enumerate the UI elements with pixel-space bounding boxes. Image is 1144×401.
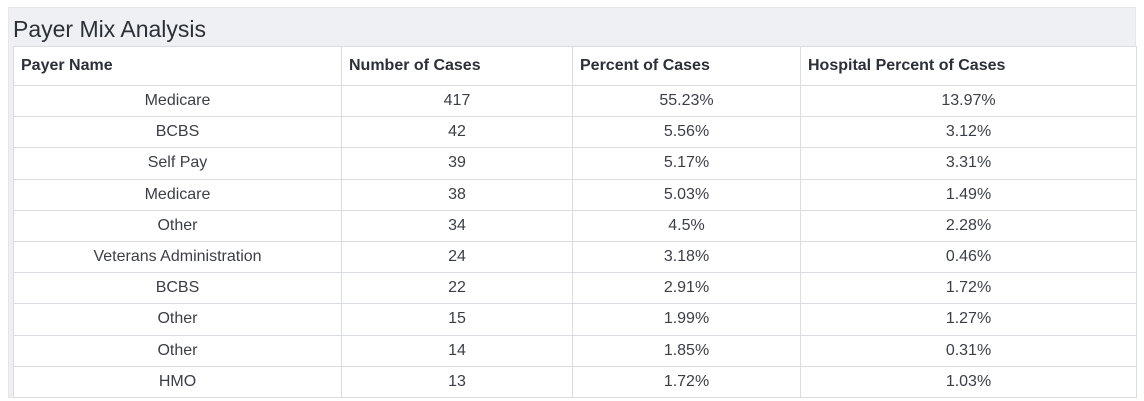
hospital-percent-cell: 13.97% [800,84,1137,118]
hospital-percent-cell: 3.31% [800,147,1137,180]
column-header-hospital-percent-of-cases[interactable]: Hospital Percent of Cases [800,46,1137,86]
number-of-cases-cell: 24 [341,240,573,274]
payer-name-cell: HMO [13,365,342,398]
percent-of-cases-cell: 5.03% [572,178,801,211]
number-of-cases-cell: 14 [341,334,573,367]
table-row: Medicare 38 5.03% 1.49% [13,178,1137,211]
hospital-percent-cell: 1.03% [800,365,1137,398]
percent-of-cases-cell: 2.91% [572,272,801,305]
percent-of-cases-cell: 3.18% [572,240,801,274]
panel-title: Payer Mix Analysis [13,16,207,42]
hospital-percent-cell: 1.27% [800,303,1137,336]
percent-of-cases-cell: 1.99% [572,303,801,336]
table-row: Medicare 417 55.23% 13.97% [13,84,1137,118]
hospital-percent-cell: 0.46% [800,240,1137,274]
number-of-cases-cell: 22 [341,272,573,305]
table-row: Self Pay 39 5.17% 3.31% [13,147,1137,180]
payer-name-cell: Self Pay [13,147,342,180]
table-row: Veterans Administration 24 3.18% 0.46% [13,240,1137,274]
hospital-percent-cell: 3.12% [800,116,1137,149]
percent-of-cases-cell: 5.17% [572,147,801,180]
payer-name-cell: Veterans Administration [13,240,342,274]
number-of-cases-cell: 417 [341,84,573,118]
table-row: Other 14 1.85% 0.31% [13,334,1137,367]
table-row: Other 15 1.99% 1.27% [13,303,1137,336]
number-of-cases-cell: 39 [341,147,573,180]
table-row: BCBS 42 5.56% 3.12% [13,116,1137,149]
hospital-percent-cell: 1.49% [800,178,1137,211]
number-of-cases-cell: 34 [341,209,573,242]
payer-name-cell: BCBS [13,116,342,149]
payer-name-cell: Other [13,209,342,242]
percent-of-cases-cell: 1.85% [572,334,801,367]
payer-name-cell: Medicare [13,178,342,211]
payer-name-cell: Other [13,334,342,367]
number-of-cases-cell: 13 [341,365,573,398]
payer-name-cell: Other [13,303,342,336]
payer-name-cell: Medicare [13,84,342,118]
payer-name-cell: BCBS [13,272,342,305]
hospital-percent-cell: 1.72% [800,272,1137,305]
payer-mix-panel: Payer Mix Analysis Payer Name Number of … [8,7,1137,398]
table-row: HMO 13 1.72% 1.03% [13,365,1137,398]
column-header-number-of-cases[interactable]: Number of Cases [341,46,573,86]
hospital-percent-cell: 0.31% [800,334,1137,367]
table-row: Other 34 4.5% 2.28% [13,209,1137,242]
table-row: BCBS 22 2.91% 1.72% [13,272,1137,305]
number-of-cases-cell: 42 [341,116,573,149]
column-header-payer-name[interactable]: Payer Name [13,46,342,86]
percent-of-cases-cell: 1.72% [572,365,801,398]
percent-of-cases-cell: 4.5% [572,209,801,242]
payer-mix-table: Payer Name Number of Cases Percent of Ca… [13,46,1137,398]
hospital-percent-cell: 2.28% [800,209,1137,242]
percent-of-cases-cell: 5.56% [572,116,801,149]
column-header-percent-of-cases[interactable]: Percent of Cases [572,46,801,86]
number-of-cases-cell: 38 [341,178,573,211]
table-header-row: Payer Name Number of Cases Percent of Ca… [13,46,1137,86]
number-of-cases-cell: 15 [341,303,573,336]
percent-of-cases-cell: 55.23% [572,84,801,118]
